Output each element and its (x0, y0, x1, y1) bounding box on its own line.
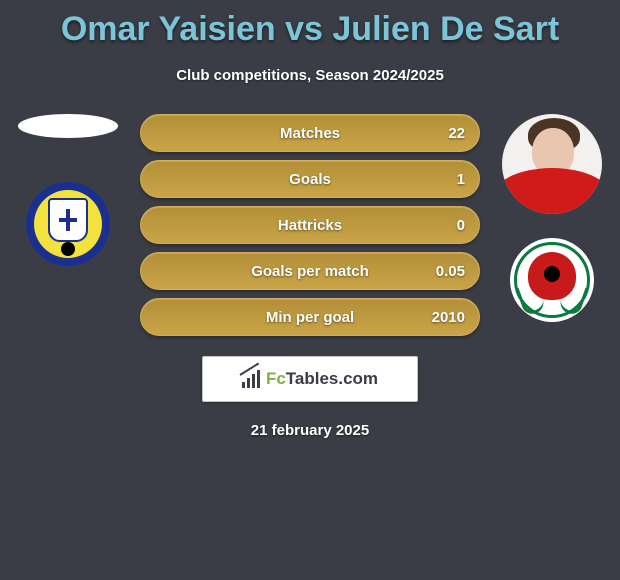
comparison-subtitle: Club competitions, Season 2024/2025 (0, 67, 620, 84)
stat-right-value: 2010 (432, 309, 465, 326)
brand-prefix: Fc (266, 369, 286, 388)
comparison-title: Omar Yaisien vs Julien De Sart (0, 0, 620, 49)
stat-label: Goals (141, 171, 479, 188)
stat-row: Hattricks 0 (140, 206, 480, 244)
right-club-badge (510, 238, 594, 322)
comparison-content: Matches 22 Goals 1 Hattricks 0 Goals per… (0, 114, 620, 344)
stat-label: Goals per match (141, 263, 479, 280)
shield-icon (48, 198, 88, 242)
stat-row: Min per goal 2010 (140, 298, 480, 336)
stat-label: Hattricks (141, 217, 479, 234)
stat-row: Goals per match 0.05 (140, 252, 480, 290)
stat-right-value: 22 (448, 125, 465, 142)
brand-suffix: Tables.com (286, 369, 378, 388)
jersey-shape (502, 168, 602, 214)
right-player-column (492, 114, 612, 322)
ball-icon (61, 242, 75, 256)
stat-right-value: 0.05 (436, 263, 465, 280)
left-player-column (8, 114, 128, 266)
brand-text: FcTables.com (266, 369, 378, 389)
left-player-avatar (18, 114, 118, 138)
ball-icon (544, 266, 560, 282)
right-player-avatar (502, 114, 602, 214)
stat-label: Matches (141, 125, 479, 142)
left-club-badge (26, 182, 110, 266)
comparison-date: 21 february 2025 (0, 422, 620, 439)
stat-label: Min per goal (141, 309, 479, 326)
stat-row: Matches 22 (140, 114, 480, 152)
stats-pills: Matches 22 Goals 1 Hattricks 0 Goals per… (140, 114, 480, 336)
brand-box[interactable]: FcTables.com (202, 356, 418, 402)
stat-right-value: 1 (457, 171, 465, 188)
stat-row: Goals 1 (140, 160, 480, 198)
chart-icon (242, 370, 262, 388)
stat-right-value: 0 (457, 217, 465, 234)
